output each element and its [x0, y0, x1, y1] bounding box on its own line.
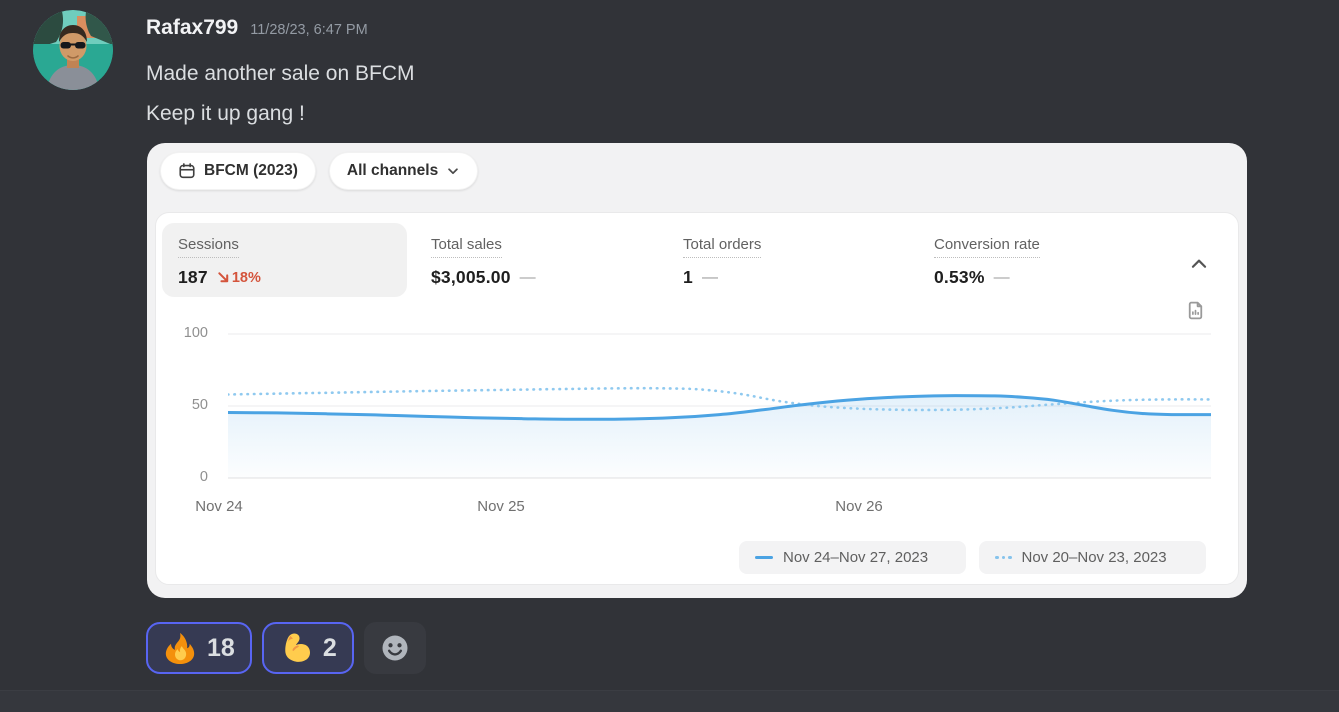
username[interactable]: Rafax799: [146, 16, 239, 39]
metric-sessions[interactable]: Sessions 187 18%: [162, 223, 407, 297]
timestamp: 11/28/23, 6:47 PM: [250, 22, 368, 38]
metric-sessions-label: Sessions: [178, 236, 239, 258]
metric-conversion-rate[interactable]: Conversion rate 0.53% —: [934, 236, 1040, 288]
x-axis-tick-nov25: Nov 25: [477, 498, 525, 515]
chevron-down-icon: [448, 168, 459, 175]
y-axis-tick-50: 50: [191, 397, 208, 413]
fire-emoji: [165, 632, 195, 665]
metric-total-sales-value: $3,005.00: [431, 267, 511, 287]
metric-total-sales-label: Total sales: [431, 236, 502, 258]
calendar-icon: [179, 163, 195, 179]
metric-conversion-rate-label: Conversion rate: [934, 236, 1040, 258]
legend-previous-label: Nov 20–Nov 23, 2023: [1021, 549, 1167, 566]
x-axis-tick-nov24: Nov 24: [195, 498, 243, 515]
dotted-line-swatch: [995, 555, 1012, 560]
message-text-line-2: Keep it up gang !: [146, 102, 305, 125]
metric-total-orders-comparison: —: [701, 268, 718, 286]
metric-sessions-delta: 18%: [217, 270, 261, 286]
y-axis-tick-0: 0: [199, 469, 208, 485]
x-axis: Nov 24 Nov 25 Nov 26: [195, 498, 1211, 518]
solid-line-swatch: [755, 555, 773, 560]
channel-filter-button[interactable]: All channels: [328, 152, 479, 190]
next-row-divider: [0, 690, 1339, 712]
x-axis-tick-nov26: Nov 26: [835, 498, 883, 515]
metric-total-orders[interactable]: Total orders 1 —: [683, 236, 762, 288]
y-axis-tick-100: 100: [183, 325, 208, 341]
metric-conversion-rate-comparison: —: [993, 268, 1010, 286]
smiley-add-reaction-icon: [382, 635, 408, 661]
collapse-card-button[interactable]: [1186, 251, 1212, 277]
message-text-line-1: Made another sale on BFCM: [146, 62, 415, 85]
channel-filter-label: All channels: [346, 162, 439, 179]
date-range-button[interactable]: BFCM (2023): [160, 152, 316, 190]
metric-total-orders-label: Total orders: [683, 236, 762, 258]
reaction-fire[interactable]: 18: [146, 622, 252, 674]
legend-previous-period[interactable]: Nov 20–Nov 23, 2023: [979, 541, 1206, 574]
avatar-photo: [33, 10, 113, 90]
flexed-biceps-emoji: [285, 633, 310, 662]
reactions-bar: 18 2: [146, 622, 426, 674]
arrow-down-right-icon: [218, 272, 229, 283]
add-reaction-button[interactable]: [363, 622, 426, 674]
message-header: Rafax799 11/28/23, 6:47 PM: [146, 16, 368, 40]
metric-total-orders-value: 1: [683, 267, 693, 287]
sessions-line-chart: [228, 333, 1211, 479]
metric-sessions-value: 187: [178, 267, 208, 287]
analytics-filters: BFCM (2023) All channels: [160, 152, 479, 190]
avatar[interactable]: [33, 10, 113, 90]
analytics-card: Sessions 187 18% Total sales $3,005.00 —: [155, 212, 1239, 585]
reaction-flexed-biceps[interactable]: 2: [261, 622, 354, 674]
metric-conversion-rate-value: 0.53%: [934, 267, 985, 287]
legend-current-period[interactable]: Nov 24–Nov 27, 2023: [739, 541, 966, 574]
metric-total-sales[interactable]: Total sales $3,005.00 —: [431, 236, 536, 288]
date-range-label: BFCM (2023): [204, 162, 298, 179]
metric-total-sales-comparison: —: [519, 268, 536, 286]
analytics-embed[interactable]: BFCM (2023) All channels Sessions 187 18…: [147, 143, 1247, 598]
chevron-up-icon: [1191, 259, 1207, 268]
document-icon: [1188, 301, 1202, 319]
reaction-fire-count: 18: [207, 633, 235, 662]
legend-current-label: Nov 24–Nov 27, 2023: [783, 549, 929, 566]
reaction-flexed-biceps-count: 2: [322, 633, 337, 662]
report-button[interactable]: [1182, 297, 1208, 323]
